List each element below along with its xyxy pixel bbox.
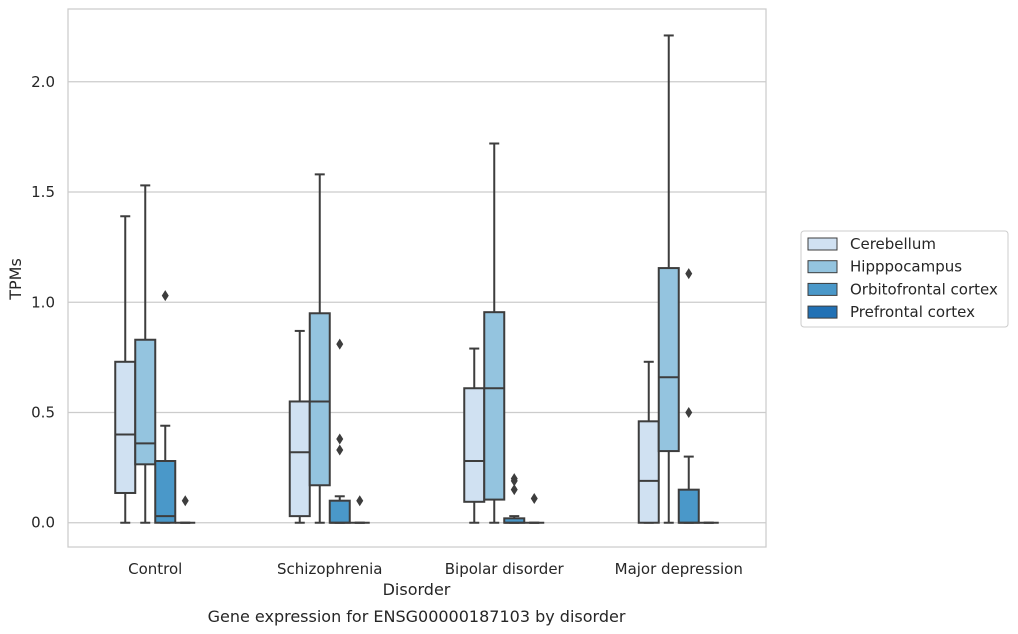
x-tick-label: Major depression <box>615 560 743 578</box>
iqr-box <box>483 311 506 501</box>
iqr-box <box>328 499 351 524</box>
legend-swatch <box>807 282 838 296</box>
outlier-point <box>181 495 189 507</box>
y-tick-label: 1.5 <box>31 183 55 201</box>
outlier-point <box>336 338 344 350</box>
legend-label: Hipppocampus <box>850 258 962 276</box>
iqr-box <box>288 400 311 518</box>
outlier-point <box>336 433 344 445</box>
legend-label: Orbitofrontal cortex <box>850 280 998 298</box>
iqr-box <box>308 312 331 487</box>
box-prefrontal-cortex <box>524 492 545 524</box>
box-cerebellum <box>463 347 486 524</box>
box-prefrontal-cortex <box>349 495 370 524</box>
outlier-point <box>510 475 518 487</box>
box-hipppocampus <box>308 173 331 524</box>
y-tick-label: 0.5 <box>31 404 55 422</box>
outlier-point <box>161 290 169 302</box>
y-tick-label: 0.0 <box>31 514 55 532</box>
iqr-box <box>677 488 700 524</box>
box-prefrontal-cortex <box>175 495 196 524</box>
outlier-point <box>336 444 344 456</box>
iqr-box <box>637 420 660 524</box>
legend: Cerebellum Hipppocampus Orbitofrontal cort… <box>800 230 1009 328</box>
outlier-point <box>685 407 693 418</box>
box-cerebellum <box>637 360 660 524</box>
outlier-point <box>510 484 518 496</box>
legend-swatch <box>807 237 838 251</box>
iqr-box <box>154 460 177 524</box>
box-orbitofrontal-cortex <box>154 290 177 524</box>
box-orbitofrontal-cortex <box>677 268 700 524</box>
iqr-box <box>657 267 680 453</box>
y-tick-label: 1.0 <box>31 293 55 311</box>
box-cerebellum <box>114 215 137 524</box>
chart-caption: Gene expression for ENSG00000187103 by d… <box>208 607 626 626</box>
x-axis-ticks: Control Schizophrenia Bipolar disorder Majo… <box>128 560 743 578</box>
x-tick-label: Schizophrenia <box>277 560 382 578</box>
legend-swatch <box>807 305 838 319</box>
box-hipppocampus <box>483 142 506 524</box>
iqr-box <box>134 338 157 466</box>
y-axis-label: TPMs <box>6 258 25 301</box>
x-tick-label: Control <box>128 560 182 578</box>
outlier-point <box>530 492 538 504</box>
box-orbitofrontal-cortex <box>328 338 351 524</box>
box-hipppocampus <box>134 184 157 524</box>
iqr-box <box>114 360 137 494</box>
legend-swatch <box>807 260 838 274</box>
y-axis-ticks: 0.0 0.5 1.0 1.5 2.0 <box>31 73 55 532</box>
plot-frame <box>67 8 767 548</box>
y-tick-label: 2.0 <box>31 73 55 91</box>
legend-label: Cerebellum <box>850 235 936 253</box>
box-hipppocampus <box>657 34 680 524</box>
legend-label: Prefrontal cortex <box>850 303 975 321</box>
box-cerebellum <box>288 329 311 524</box>
iqr-box <box>463 387 486 503</box>
outlier-point <box>685 268 693 280</box>
x-tick-label: Bipolar disorder <box>445 560 565 578</box>
boxes <box>114 34 719 524</box>
outlier-point <box>356 495 364 507</box>
box-orbitofrontal-cortex <box>503 473 526 524</box>
x-axis-label: Disorder <box>383 580 451 599</box>
legend-frame <box>800 230 1009 328</box>
